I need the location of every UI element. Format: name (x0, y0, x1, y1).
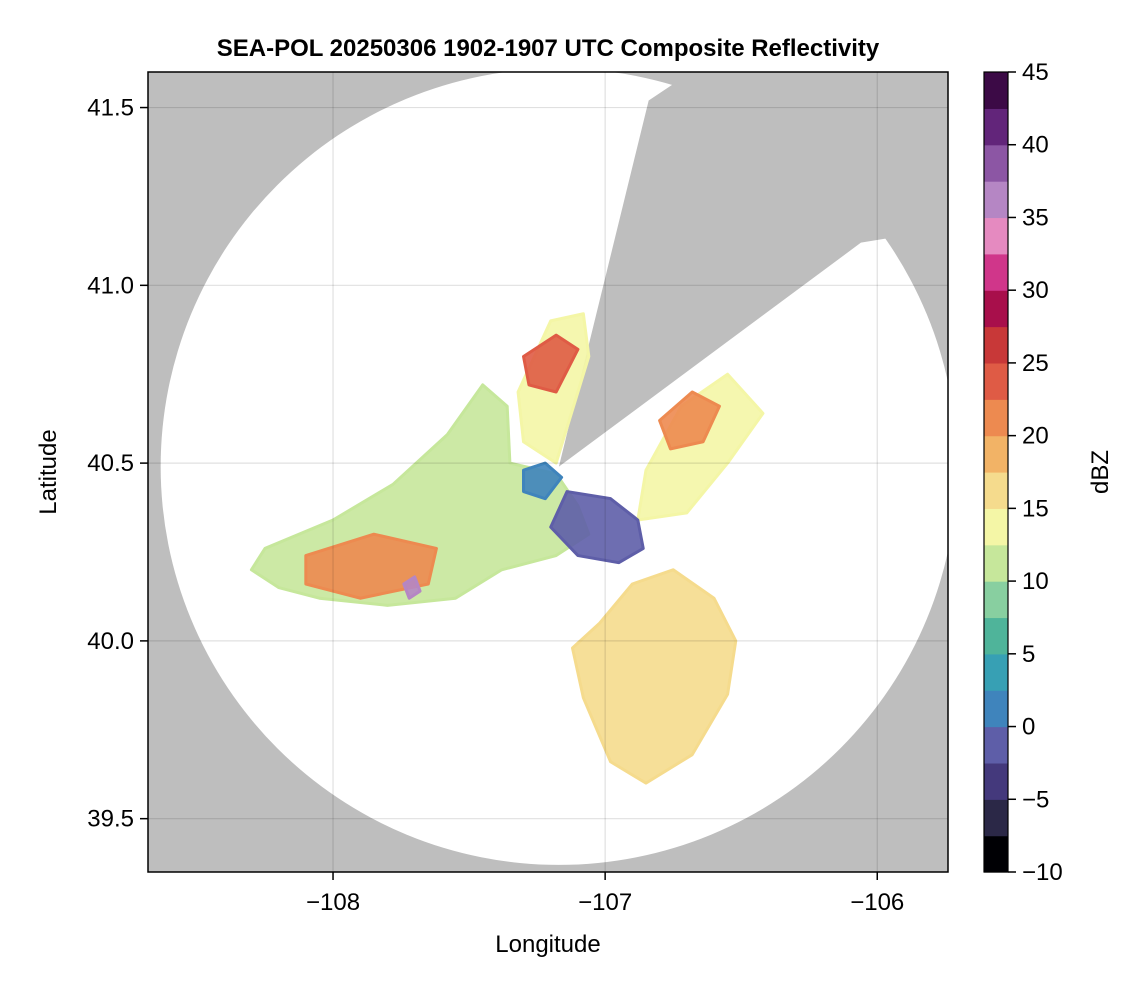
colorbar: −10 −5 0 5 10 15 20 25 30 35 40 45 dBZ (983, 59, 1114, 886)
x-tick-label: −107 (578, 889, 632, 916)
x-axis-ticks: −108 −107 −106 (306, 872, 904, 916)
colorbar-tick-label: 45 (1022, 59, 1049, 86)
colorbar-tick-label: −10 (1022, 859, 1063, 886)
colorbar-step (984, 326, 1008, 364)
colorbar-frame (983, 71, 1009, 873)
colorbar-step (984, 690, 1008, 728)
colorbar-tick-label: 20 (1022, 423, 1049, 450)
y-axis-label: Latitude (35, 429, 62, 514)
reflectivity-echoes (249, 312, 765, 785)
colorbar-step (984, 726, 1008, 764)
colorbar-step (984, 72, 1008, 109)
colorbar-tick-label: 15 (1022, 495, 1049, 522)
colorbar-step (984, 653, 1008, 691)
colorbar-ticks: −10 −5 0 5 10 15 20 25 30 35 40 45 (1008, 59, 1063, 886)
colorbar-tick-label: 30 (1022, 277, 1049, 304)
colorbar-step (984, 362, 1008, 400)
colorbar-tick-label: 5 (1022, 641, 1035, 668)
colorbar-step (984, 108, 1008, 146)
echo-region (658, 390, 721, 451)
blocked-sector (558, 72, 948, 467)
echo-region (402, 575, 422, 600)
y-tick-label: 40.5 (87, 450, 134, 477)
colorbar-step (984, 144, 1008, 182)
colorbar-step (984, 581, 1008, 619)
colorbar-tick-label: 25 (1022, 350, 1049, 377)
colorbar-tick-label: 0 (1022, 714, 1035, 741)
colorbar-step (984, 435, 1008, 473)
colorbar-step (984, 617, 1008, 655)
colorbar-step (984, 217, 1008, 255)
echo-region (522, 461, 564, 501)
x-axis-label: Longitude (495, 931, 600, 958)
plot-area (148, 72, 948, 872)
colorbar-step (984, 253, 1008, 291)
x-tick-label: −106 (850, 889, 904, 916)
chart-title: SEA-POL 20250306 1902-1907 UTC Composite… (217, 35, 880, 62)
y-tick-label: 41.0 (87, 272, 134, 299)
grid-lines (148, 72, 948, 872)
y-tick-label: 39.5 (87, 806, 134, 833)
colorbar-step (984, 399, 1008, 437)
colorbar-tick-label: 10 (1022, 568, 1049, 595)
colorbar-tick-label: −5 (1022, 786, 1049, 813)
y-tick-label: 41.5 (87, 95, 134, 122)
echo-region (570, 568, 738, 785)
colorbar-step (984, 799, 1008, 837)
colorbar-step (984, 835, 1008, 873)
colorbar-step (984, 181, 1008, 219)
colorbar-tick-label: 35 (1022, 204, 1049, 231)
colorbar-step (984, 472, 1008, 509)
echo-region (522, 333, 580, 394)
colorbar-step (984, 544, 1008, 582)
colorbar-steps (984, 72, 1008, 873)
x-tick-label: −108 (306, 889, 360, 916)
echo-region (549, 490, 645, 565)
colorbar-step (984, 290, 1008, 328)
colorbar-step (984, 762, 1008, 800)
colorbar-step (984, 508, 1008, 546)
y-axis-ticks: 39.5 40.0 40.5 41.0 41.5 (87, 95, 148, 833)
colorbar-tick-label: 40 (1022, 132, 1049, 159)
plot-frame (147, 71, 949, 873)
y-tick-label: 40.0 (87, 628, 134, 655)
colorbar-label: dBZ (1087, 450, 1114, 494)
